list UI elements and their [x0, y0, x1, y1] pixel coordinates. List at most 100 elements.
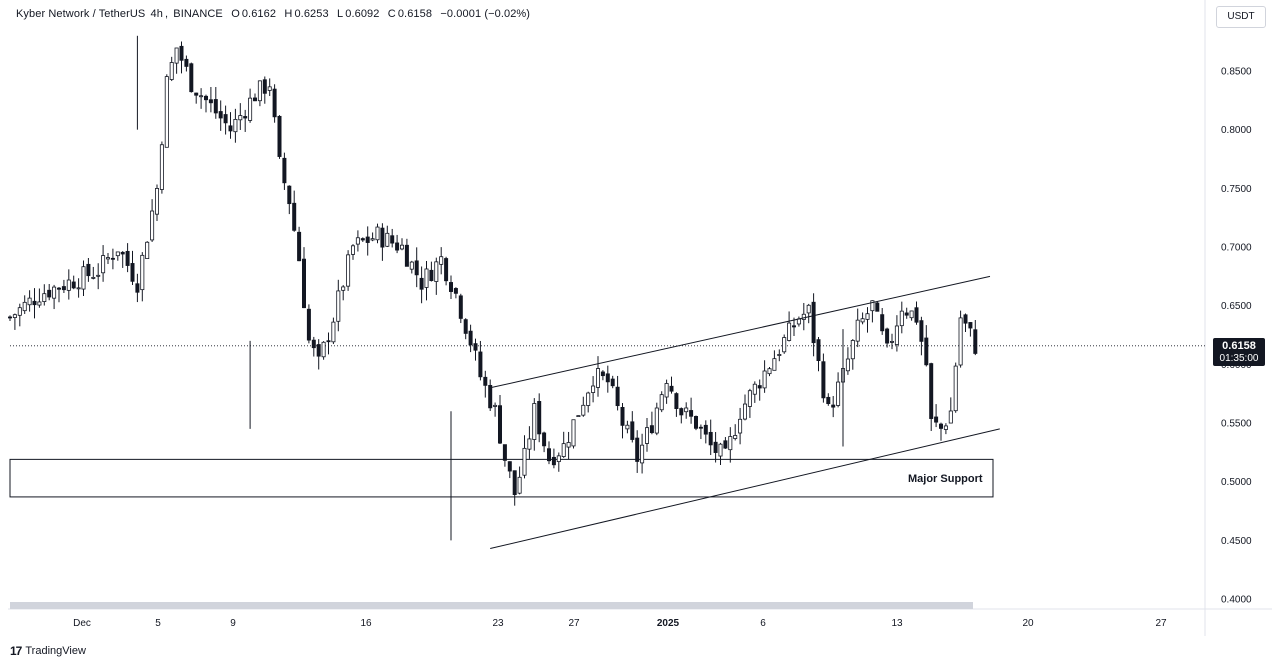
candle-body: [537, 401, 542, 435]
close-value: 0.6158: [397, 8, 433, 20]
time-tick-label: 5: [155, 618, 161, 629]
time-tick-label: 27: [1155, 618, 1167, 629]
candle-body: [169, 62, 174, 80]
chart-background: [8, 0, 1272, 636]
candle-body: [17, 307, 22, 316]
candle-body: [649, 425, 654, 434]
candle-body: [429, 269, 434, 282]
candle-body: [110, 257, 115, 260]
candle-body: [380, 227, 385, 248]
candle-body: [199, 95, 204, 98]
candle-body: [453, 288, 458, 294]
candle-body: [743, 403, 748, 420]
candle-body: [81, 266, 86, 290]
symbol-name[interactable]: Kyber Network / TetherUS: [16, 8, 146, 20]
candle-body: [287, 185, 292, 205]
tradingview-attribution[interactable]: 17 TradingView: [10, 644, 86, 658]
candle-body: [929, 363, 934, 419]
candle-body: [150, 210, 155, 241]
candle-body: [331, 321, 336, 343]
candle-body: [341, 286, 346, 291]
candle-body: [444, 258, 449, 282]
candle-body: [963, 314, 968, 324]
tradingview-brand-text: TradingView: [25, 645, 86, 657]
price-tick-label: 0.6500: [1221, 301, 1252, 312]
candle-body: [512, 470, 517, 496]
time-tick-label: 2025: [657, 618, 680, 629]
support-zone-label: Major Support: [908, 473, 983, 485]
open-value: 0.6162: [241, 8, 277, 20]
candle-body: [22, 301, 27, 312]
price-tick-label: 0.8000: [1221, 125, 1252, 136]
candle-body: [757, 385, 762, 389]
candle-body: [497, 405, 502, 444]
support-zone-box[interactable]: [9, 458, 994, 498]
candle-body: [478, 351, 483, 378]
candle-body: [208, 99, 213, 104]
candle-body: [694, 416, 699, 429]
candle-body: [894, 325, 899, 345]
time-tick-label: 6: [760, 618, 766, 629]
candle-body: [448, 282, 453, 292]
candle-body: [527, 438, 532, 450]
candle-body: [703, 424, 708, 435]
chart-plot[interactable]: 0.85000.80000.75000.70000.65000.60000.55…: [8, 0, 1272, 636]
candle-body: [777, 354, 782, 356]
candle-body: [522, 447, 527, 476]
candle-body: [145, 241, 150, 260]
channel-upper-line[interactable]: [490, 275, 991, 389]
candle-body: [12, 314, 17, 318]
exchange-label: BINANCE: [173, 8, 223, 20]
candle-body: [507, 461, 512, 472]
candle-body: [8, 316, 12, 319]
price-tick-label: 0.7500: [1221, 184, 1252, 195]
candle-body: [953, 365, 958, 412]
candle-body: [262, 79, 267, 94]
candle-body: [924, 337, 929, 366]
candle-body: [806, 304, 811, 314]
candle-body: [86, 263, 91, 277]
symbol-legend: Kyber Network / TetherUS 4h, BINANCE O 0.…: [16, 8, 531, 20]
candle-body: [772, 358, 777, 371]
candle-body: [831, 404, 836, 408]
time-tick-label: 9: [230, 618, 236, 629]
candle-body: [243, 116, 248, 119]
candle-body: [875, 302, 880, 312]
candle-body: [96, 274, 101, 277]
candle-body: [870, 300, 875, 312]
time-tick-label: 13: [891, 618, 903, 629]
low-value: 0.6092: [345, 8, 380, 20]
candle-body: [934, 416, 939, 423]
candle-body: [321, 341, 326, 358]
candle-body: [277, 115, 282, 157]
price-tick-label: 0.7000: [1221, 243, 1252, 254]
candle-body: [698, 426, 703, 429]
candle-body: [439, 256, 444, 265]
candle-body: [664, 383, 669, 398]
channel-lower-line[interactable]: [490, 428, 1000, 550]
price-tick-label: 0.5000: [1221, 477, 1252, 488]
candle-body: [47, 289, 52, 298]
candle-body: [718, 443, 723, 457]
candle-body: [625, 424, 630, 430]
time-scrollbar[interactable]: [10, 602, 973, 609]
candle-body: [61, 286, 66, 291]
candle-body: [272, 88, 277, 118]
candle-body: [752, 383, 757, 395]
candle-body: [630, 421, 635, 440]
candle-body: [292, 202, 297, 231]
candle-body: [101, 255, 106, 274]
candle-body: [576, 415, 581, 418]
interval-label[interactable]: 4h: [150, 8, 163, 20]
candle-body: [194, 92, 199, 96]
candle-body: [674, 393, 679, 410]
currency-selector-button[interactable]: USDT: [1216, 6, 1266, 28]
chart-frame[interactable]: 0.85000.80000.75000.70000.65000.60000.55…: [8, 0, 1272, 636]
candle-body: [787, 322, 792, 341]
candle-body: [218, 111, 223, 119]
candle-body: [914, 307, 919, 323]
candle-body: [919, 320, 924, 342]
time-tick-label: 20: [1022, 618, 1034, 629]
candle-body: [115, 251, 120, 257]
candle-body: [76, 287, 81, 290]
